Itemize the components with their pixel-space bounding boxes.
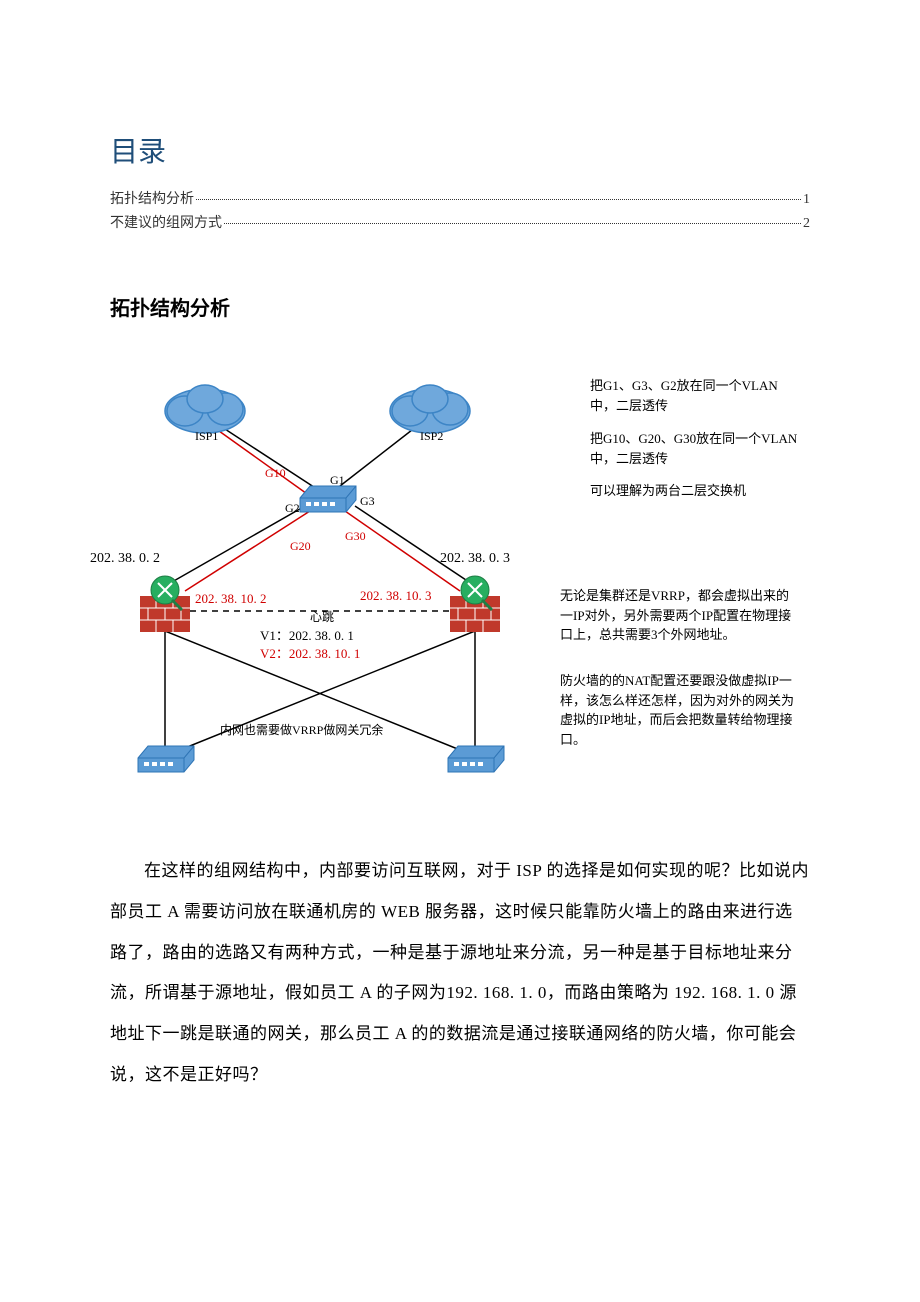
switch-bottom-right-icon [448, 746, 504, 772]
label-ip-right-outer: 202. 38. 0. 3 [440, 551, 510, 567]
label-g1: G1 [330, 473, 345, 488]
label-ip-left-outer: 202. 38. 0. 2 [90, 551, 160, 567]
toc-item-page: 2 [803, 216, 810, 232]
note-4: 无论是集群还是VRRP，都会虚拟出来的一IP对外，另外需要两个IP配置在物理接口… [560, 586, 800, 645]
label-g10: G10 [265, 466, 286, 481]
label-isp1: ISP1 [195, 429, 218, 444]
label-ip-right-inner: 202. 38. 10. 3 [360, 588, 432, 604]
note-3: 可以理解为两台二层交换机 [590, 481, 800, 501]
body-paragraph: 在这样的组网结构中，内部要访问互联网，对于 ISP 的选择是如何实现的呢？比如说… [110, 851, 810, 1096]
label-heartbeat: 心跳 [310, 608, 334, 625]
toc-item[interactable]: 拓扑结构分析 1 [110, 188, 810, 208]
toc-item-label: 不建议的组网方式 [110, 212, 222, 232]
label-g30: G30 [345, 529, 366, 544]
label-v1: V1：202. 38. 0. 1 [260, 625, 354, 644]
note-5: 防火墙的的NAT配置还要跟没做虚拟IP一样，该怎么样还怎样，因为对外的网关为虚拟… [560, 671, 800, 749]
switch-center-icon [300, 486, 356, 512]
cloud-isp1-icon [165, 385, 245, 433]
toc-title: 目录 [110, 130, 810, 170]
network-diagram: ISP1 ISP2 G1 G2 G3 G10 G20 G30 202. 38. … [110, 361, 810, 801]
note-1: 把G1、G3、G2放在同一个VLAN中，二层透传 [590, 376, 800, 415]
toc-item-label: 拓扑结构分析 [110, 188, 194, 208]
firewall-right-icon [450, 576, 500, 632]
toc-item-page: 1 [803, 192, 810, 208]
label-v2: V2：202. 38. 10. 1 [260, 643, 360, 662]
switch-bottom-left-icon [138, 746, 194, 772]
label-ip-left-inner: 202. 38. 10. 2 [195, 591, 267, 607]
label-g3: G3 [360, 494, 375, 509]
section-heading: 拓扑结构分析 [110, 292, 810, 321]
toc-dots [196, 199, 801, 200]
label-g20: G20 [290, 539, 311, 554]
cloud-isp2-icon [390, 385, 470, 433]
firewall-left-icon [140, 576, 190, 632]
toc-dots [224, 223, 801, 224]
label-inner-note: 内网也需要做VRRP做网关冗余 [220, 721, 383, 738]
label-isp2: ISP2 [420, 429, 443, 444]
toc-item[interactable]: 不建议的组网方式 2 [110, 212, 810, 232]
label-g2: G2 [285, 501, 300, 516]
note-2: 把G10、G20、G30放在同一个VLAN中，二层透传 [590, 429, 800, 468]
